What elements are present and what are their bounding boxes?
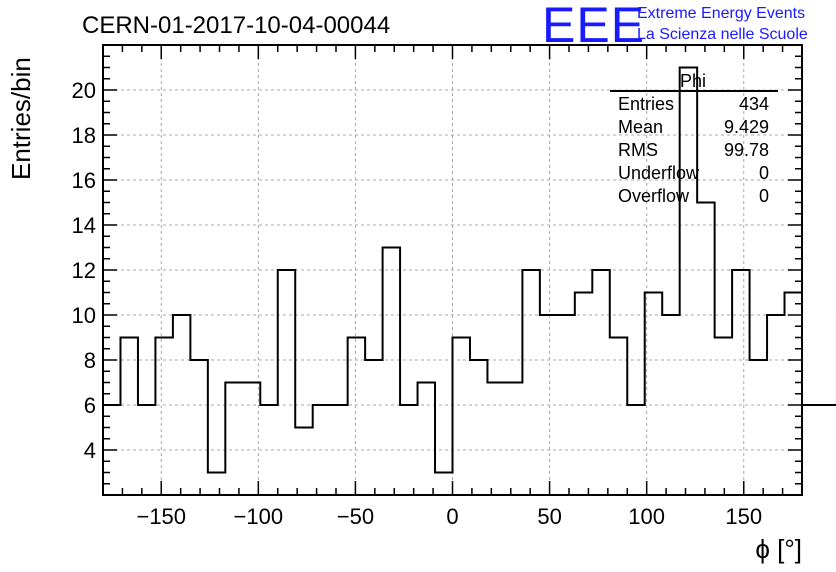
histogram-bin [365, 360, 382, 495]
histogram-bin [750, 360, 767, 495]
eee-logo-mark: EEE [542, 0, 645, 53]
chart-title: CERN-01-2017-10-04-00044 [82, 12, 390, 39]
histogram-bin [348, 338, 365, 496]
x-tick-label: −50 [337, 504, 374, 529]
histogram-bin [208, 473, 225, 496]
histogram-bin [435, 473, 452, 496]
histogram-bin [662, 315, 679, 495]
histogram-bin [715, 338, 732, 496]
y-tick-label: 18 [72, 123, 96, 148]
y-tick-label: 14 [72, 213, 96, 238]
histogram-bin [243, 383, 260, 496]
y-tick-label: 20 [72, 78, 96, 103]
histogram-bin [418, 383, 435, 496]
x-tick-label: 100 [628, 504, 665, 529]
stats-row-label: Entries [618, 94, 674, 114]
y-tick-label: 12 [72, 258, 96, 283]
x-tick-label: −150 [136, 504, 186, 529]
histogram-bin [470, 360, 487, 495]
stats-row-label: Underflow [618, 163, 700, 183]
grid-layer [103, 45, 802, 495]
histogram-bin [400, 405, 417, 495]
stats-rows: Entries 434 Mean 9.429 RMS 99.78 Underflow 0 Ove… [618, 94, 769, 206]
x-tick-label: 150 [725, 504, 762, 529]
y-tick-label: 8 [84, 348, 96, 373]
y-tick-label: 4 [84, 438, 96, 463]
histogram-bin [190, 360, 207, 495]
stats-box-name: Phi [680, 71, 706, 91]
stats-row-label: RMS [618, 140, 658, 160]
stats-row-value: 0 [759, 186, 769, 206]
stats-row-value: 99.78 [724, 140, 769, 160]
histogram-bin [680, 68, 697, 496]
stats-row-label: Overflow [618, 186, 690, 206]
y-tick-label: 6 [84, 393, 96, 418]
histogram-bin [453, 338, 470, 496]
histogram-outline [103, 66, 836, 474]
stats-row-value: 0 [759, 163, 769, 183]
histogram-bin [819, 405, 836, 495]
y-tick-labels: 4 6 8 10 12 14 16 18 20 [72, 78, 96, 463]
logo-line-2: La Scienza nelle Scuole [637, 26, 808, 43]
histogram-bin [295, 428, 312, 496]
histogram-bin [225, 383, 242, 496]
x-tick-labels: −150 −100 −50 0 50 100 150 [136, 504, 762, 529]
histogram-bin [802, 405, 819, 495]
histogram-bin [383, 248, 400, 496]
histogram-bin [278, 270, 295, 495]
histogram-bin [575, 293, 592, 496]
histogram-bin [697, 203, 714, 496]
histogram-bin [487, 383, 504, 496]
histogram-bin [592, 270, 609, 495]
histogram-bin [732, 270, 749, 495]
histogram-bin [645, 293, 662, 496]
y-axis-label: Entries/bin [6, 57, 36, 180]
y-tick-label: 16 [72, 168, 96, 193]
x-tick-label: 0 [446, 504, 458, 529]
histogram-bin [155, 338, 172, 496]
x-axis-label: ϕ [°] [755, 534, 802, 564]
stats-box: Phi Entries 434 Mean 9.429 RMS 99.78 Underflow… [610, 71, 778, 206]
axis-ticks [102, 44, 803, 496]
x-tick-label: −100 [234, 504, 284, 529]
x-tick-label: 50 [537, 504, 561, 529]
histogram-bin [505, 383, 522, 496]
stats-row-value: 434 [739, 94, 769, 114]
histogram-bin [627, 405, 644, 495]
y-tick-label: 10 [72, 303, 96, 328]
histogram-bin [610, 338, 627, 496]
histogram-bin [522, 270, 539, 495]
stats-row-label: Mean [618, 117, 663, 137]
histogram-bin [120, 338, 137, 496]
logo-line-1: Extreme Energy Events [637, 5, 805, 22]
histogram-bin [260, 405, 277, 495]
stats-row-value: 9.429 [724, 117, 769, 137]
